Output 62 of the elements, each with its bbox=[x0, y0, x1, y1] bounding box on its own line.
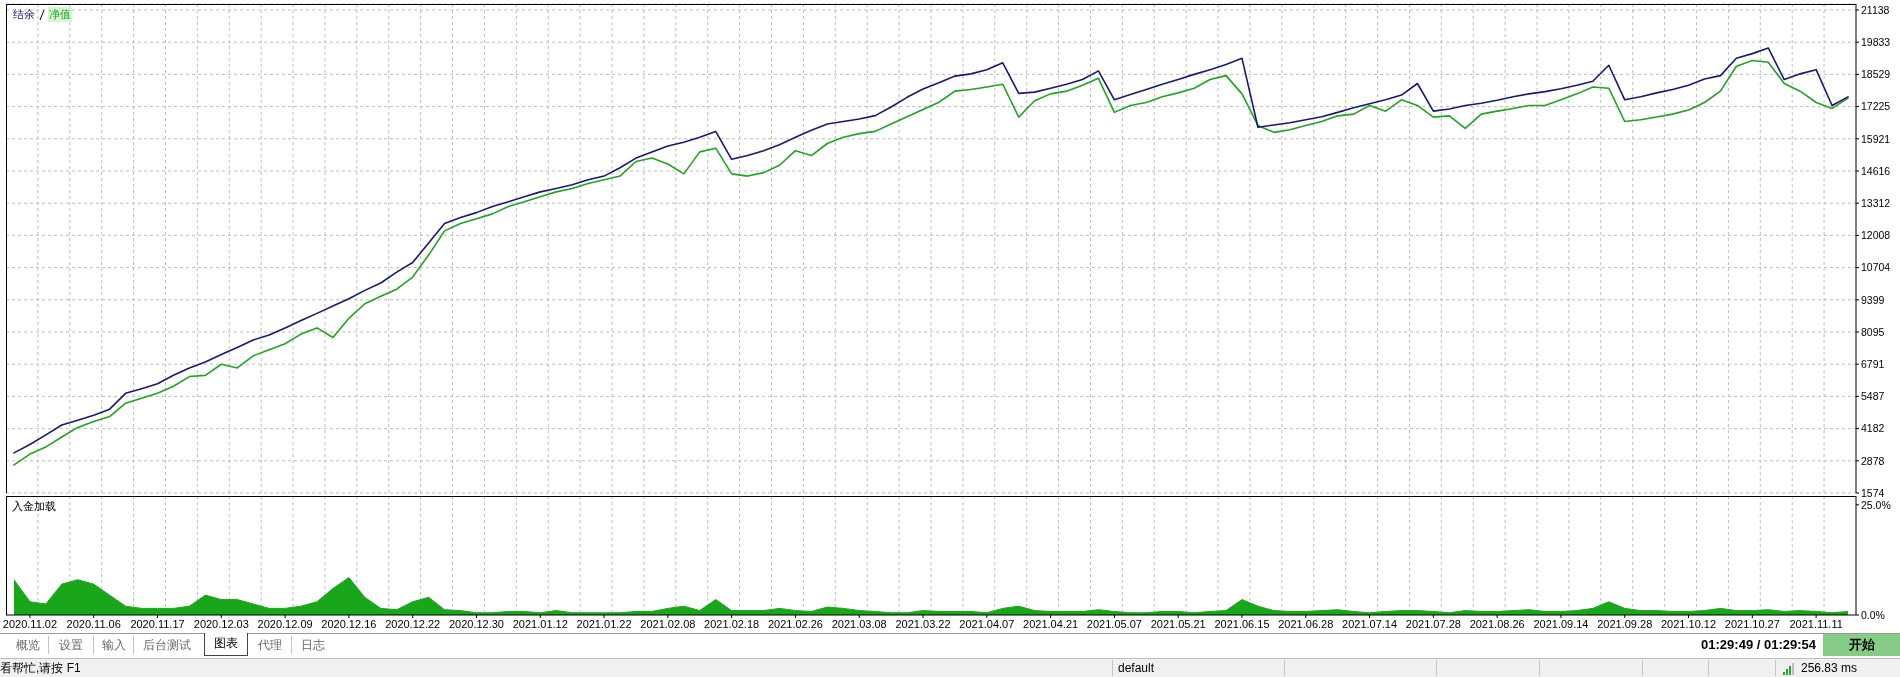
x-tick-label: 2021.02.26 bbox=[767, 617, 823, 630]
text: 输入 bbox=[93, 636, 133, 654]
text: 净值 bbox=[48, 7, 72, 22]
x-tick-label: 2021.10.27 bbox=[1724, 617, 1780, 630]
text: 256.83 ms bbox=[1801, 660, 1858, 676]
y-tick-label: 4182 bbox=[1861, 422, 1885, 435]
y-tick-label: 1574 bbox=[1861, 486, 1885, 499]
x-tick-label: 2021.09.14 bbox=[1533, 617, 1589, 630]
text: 概览 bbox=[8, 636, 48, 654]
x-tick-label: 2021.07.28 bbox=[1405, 617, 1461, 630]
y-tick-label: 21138 bbox=[1861, 3, 1890, 16]
x-tick-label: 2021.04.21 bbox=[1023, 617, 1079, 630]
y-tick-label: 17225 bbox=[1861, 100, 1891, 113]
y-tick-label: 5487 bbox=[1861, 390, 1885, 403]
text: 代理 bbox=[248, 636, 291, 654]
y-tick-label: 0.0% bbox=[1861, 608, 1885, 621]
x-tick-label: 2020.12.30 bbox=[448, 617, 505, 630]
y-tick-label: 9399 bbox=[1861, 293, 1885, 306]
text: default bbox=[1118, 660, 1155, 676]
x-tick-label: 2021.10.12 bbox=[1661, 617, 1717, 630]
y-tick-label: 8095 bbox=[1861, 325, 1885, 338]
x-tick-label: 2020.12.09 bbox=[257, 617, 313, 630]
x-tick-label: 2021.08.26 bbox=[1469, 617, 1525, 630]
x-tick-label: 2021.09.28 bbox=[1597, 617, 1653, 630]
x-tick-label: 2021.02.18 bbox=[704, 617, 760, 630]
x-tick-label: 2020.12.03 bbox=[193, 617, 249, 630]
x-tick-label: 2021.04.07 bbox=[959, 617, 1015, 630]
start-button: 开始 bbox=[1823, 634, 1900, 656]
x-tick-label: 2021.07.14 bbox=[1342, 617, 1398, 630]
text: 看帮忙,请按 F1 bbox=[0, 660, 81, 677]
x-tick-label: 2020.12.16 bbox=[321, 617, 377, 630]
x-tick-label: 2020.11.17 bbox=[130, 617, 185, 630]
y-tick-label: 19833 bbox=[1861, 35, 1891, 48]
x-tick-label: 2021.05.07 bbox=[1086, 617, 1142, 630]
y-tick-label: 10704 bbox=[1861, 261, 1891, 274]
text: 结余 bbox=[12, 7, 36, 22]
x-tick-label: 2021.03.08 bbox=[831, 617, 887, 630]
x-tick-label: 2021.01.22 bbox=[576, 617, 632, 630]
x-tick-label: 2021.02.08 bbox=[640, 617, 696, 630]
x-tick-label: 2021.11.11 bbox=[1789, 617, 1843, 630]
text: 图表 bbox=[204, 633, 248, 656]
x-tick-label: 2020.11.02 bbox=[2, 617, 58, 630]
x-tick-label: 2021.01.12 bbox=[512, 617, 568, 630]
x-tick-label: 2021.06.28 bbox=[1278, 617, 1334, 630]
x-tick-label: 2020.11.06 bbox=[66, 617, 121, 630]
text: 01:29:49 / 01:29:54 bbox=[1701, 637, 1816, 652]
text: 设置 bbox=[48, 636, 93, 654]
y-tick-label: 25.0% bbox=[1861, 498, 1891, 511]
x-tick-label: 2021.03.22 bbox=[895, 617, 951, 630]
y-tick-label: 13312 bbox=[1861, 196, 1891, 209]
y-tick-label: 14616 bbox=[1861, 164, 1891, 177]
y-tick-label: 6791 bbox=[1861, 357, 1885, 370]
x-tick-label: 2021.06.15 bbox=[1214, 617, 1270, 630]
x-tick-label: 2021.05.21 bbox=[1150, 617, 1206, 630]
chart-title: 入金加载 bbox=[12, 499, 56, 514]
text: 日志 bbox=[291, 636, 333, 654]
y-tick-label: 18529 bbox=[1861, 68, 1891, 81]
y-tick-label: 15921 bbox=[1861, 132, 1891, 145]
y-tick-label: 2878 bbox=[1861, 454, 1885, 467]
y-tick-label: 12008 bbox=[1861, 229, 1891, 242]
x-tick-label: 2020.12.22 bbox=[385, 617, 441, 630]
text: 后台测试 bbox=[133, 636, 200, 654]
